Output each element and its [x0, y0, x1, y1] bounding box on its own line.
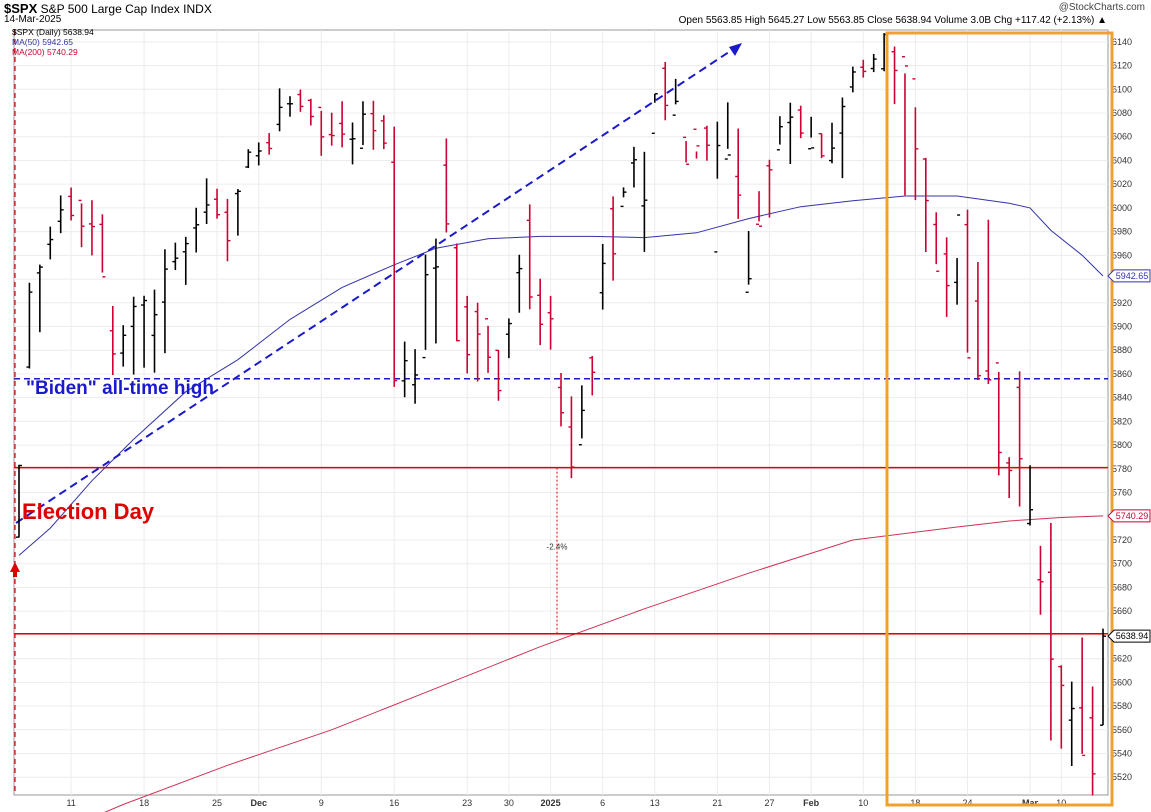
x-tick-label: 2025: [541, 798, 561, 808]
y-tick-label: 6120: [1112, 61, 1132, 71]
x-tick-label: 25: [212, 798, 222, 808]
x-tick-label: 10: [858, 798, 868, 808]
y-tick-label: 5760: [1112, 488, 1132, 498]
trend-arrowhead-icon: [729, 43, 742, 56]
y-tick-label: 5540: [1112, 748, 1132, 758]
y-tick-label: 5920: [1112, 298, 1132, 308]
x-tick-label: 18: [139, 798, 149, 808]
y-tick-label: 5680: [1112, 582, 1132, 592]
legend-entry: $SPX (Daily) 5638.94: [12, 27, 94, 37]
y-tick-label: 5580: [1112, 701, 1132, 711]
x-tick-label: 9: [319, 798, 324, 808]
price-tag-label: 5638.94: [1116, 631, 1149, 641]
biden-high-label: "Biden" all-time high: [26, 378, 214, 399]
y-tick-label: 6080: [1112, 108, 1132, 118]
symbol: $SPX: [4, 1, 38, 16]
y-tick-label: 5900: [1112, 322, 1132, 332]
y-tick-label: 5700: [1112, 559, 1132, 569]
x-tick-label: 16: [389, 798, 399, 808]
x-tick-label: 27: [764, 798, 774, 808]
x-tick-label: 6: [600, 798, 605, 808]
y-tick-label: 6020: [1112, 179, 1132, 189]
price-tag-label: 5740.29: [1116, 511, 1149, 521]
x-tick-label: 21: [712, 798, 722, 808]
x-tick-label: Mar: [1022, 798, 1039, 808]
x-tick-label: Dec: [250, 798, 267, 808]
election-day-label: Election Day: [22, 499, 155, 524]
y-tick-label: 5560: [1112, 725, 1132, 735]
y-tick-label: 5860: [1112, 369, 1132, 379]
x-tick-label: 24: [962, 798, 972, 808]
x-tick-label: 23: [462, 798, 472, 808]
price-tag: [1107, 269, 1151, 283]
brand-label: @StockCharts.com: [1058, 2, 1145, 13]
index-name: S&P 500 Large Cap Index: [40, 2, 180, 16]
y-tick-label: 5600: [1112, 677, 1132, 687]
y-tick-label: 5780: [1112, 464, 1132, 474]
y-tick-label: 6060: [1112, 132, 1132, 142]
x-tick-label: 30: [504, 798, 514, 808]
highlight-box: [885, 31, 1114, 807]
x-tick-label: 11: [66, 798, 75, 808]
x-tick-label: 13: [650, 798, 660, 808]
y-tick-label: 6140: [1112, 37, 1132, 47]
x-tick-label: 10: [1056, 798, 1066, 808]
drop-label: -2.4%: [547, 542, 568, 551]
ohlc-summary: Open 5563.85 High 5645.27 Low 5563.85 Cl…: [678, 15, 1107, 26]
election-arrow-icon: [10, 562, 20, 577]
y-tick-label: 6100: [1112, 84, 1132, 94]
price-tag-label: 5942.65: [1116, 271, 1149, 281]
exchange: INDX: [183, 2, 212, 16]
ma200-line: [104, 515, 1104, 812]
y-tick-label: 5720: [1112, 535, 1132, 545]
ma50-line: [18, 195, 1104, 556]
legend-entry: MA(50) 5942.65: [12, 37, 73, 47]
y-tick-label: 5840: [1112, 393, 1132, 403]
y-tick-label: 5620: [1112, 654, 1132, 664]
plot-frame: [13, 29, 1109, 796]
legend-entry: MA(200) 5740.29: [12, 47, 78, 57]
x-tick-label: 18: [910, 798, 920, 808]
y-tick-label: 5520: [1112, 772, 1132, 782]
y-tick-label: 6040: [1112, 155, 1132, 165]
price-tag: [1107, 629, 1151, 643]
y-tick-label: 5960: [1112, 250, 1132, 260]
y-tick-label: 5800: [1112, 440, 1132, 450]
price-tag: [1107, 509, 1151, 523]
chart-date: 14-Mar-2025: [4, 14, 62, 25]
y-tick-label: 5820: [1112, 416, 1132, 426]
y-tick-label: 5660: [1112, 606, 1132, 616]
trend-arrow-line: [15, 45, 739, 524]
y-tick-label: 5880: [1112, 345, 1132, 355]
chart-title: $SPX S&P 500 Large Cap Index INDX: [4, 1, 212, 16]
x-tick-label: Feb: [803, 798, 820, 808]
y-tick-label: 6000: [1112, 203, 1132, 213]
y-tick-label: 5980: [1112, 227, 1132, 237]
